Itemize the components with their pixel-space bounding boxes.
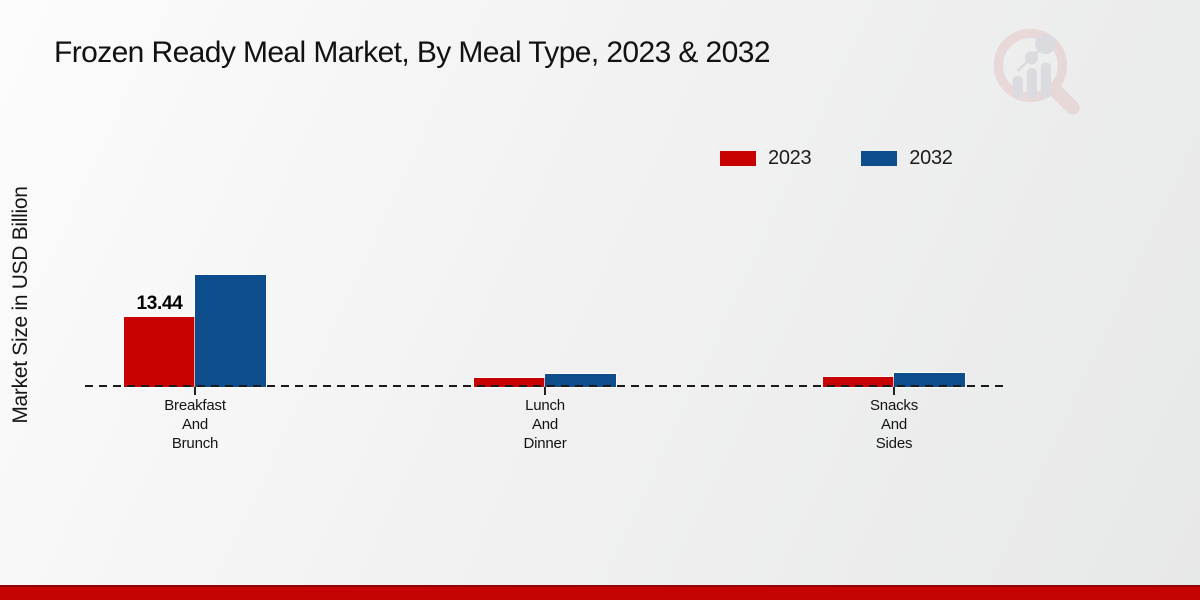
bar-2032-breakfast-and-brunch bbox=[195, 275, 266, 387]
category-label-lunch-and-dinner: Lunch And Dinner bbox=[523, 397, 567, 452]
zero-baseline bbox=[85, 385, 1007, 387]
x-axis-tick-snacks-and-sides bbox=[893, 387, 895, 395]
legend-label-2032: 2032 bbox=[909, 147, 953, 169]
category-label-snacks-and-sides: Snacks And Sides bbox=[870, 397, 918, 452]
bar-value-label-2023-breakfast-and-brunch: 13.44 bbox=[136, 293, 183, 314]
market-research-future-logo-icon bbox=[993, 28, 1080, 115]
bar-2023-snacks-and-sides bbox=[823, 377, 894, 387]
bar-2023-breakfast-and-brunch bbox=[124, 317, 195, 387]
x-axis-tick-lunch-and-dinner bbox=[544, 387, 546, 395]
bar-2023-lunch-and-dinner bbox=[474, 378, 545, 387]
footer-accent-bar bbox=[0, 585, 1200, 600]
x-axis-tick-breakfast-and-brunch bbox=[194, 387, 196, 395]
chart-title: Frozen Ready Meal Market, By Meal Type, … bbox=[54, 36, 771, 69]
legend-item-2023[interactable]: 2023 bbox=[720, 147, 812, 170]
legend: 2023 2032 bbox=[720, 147, 953, 170]
legend-swatch-2032 bbox=[861, 151, 898, 166]
legend-item-2032[interactable]: 2032 bbox=[861, 147, 953, 170]
legend-label-2023: 2023 bbox=[768, 147, 812, 169]
bar-2032-snacks-and-sides bbox=[894, 373, 965, 387]
category-label-breakfast-and-brunch: Breakfast And Brunch bbox=[164, 397, 226, 452]
bar-2032-lunch-and-dinner bbox=[545, 374, 616, 387]
legend-swatch-2023 bbox=[720, 151, 756, 166]
